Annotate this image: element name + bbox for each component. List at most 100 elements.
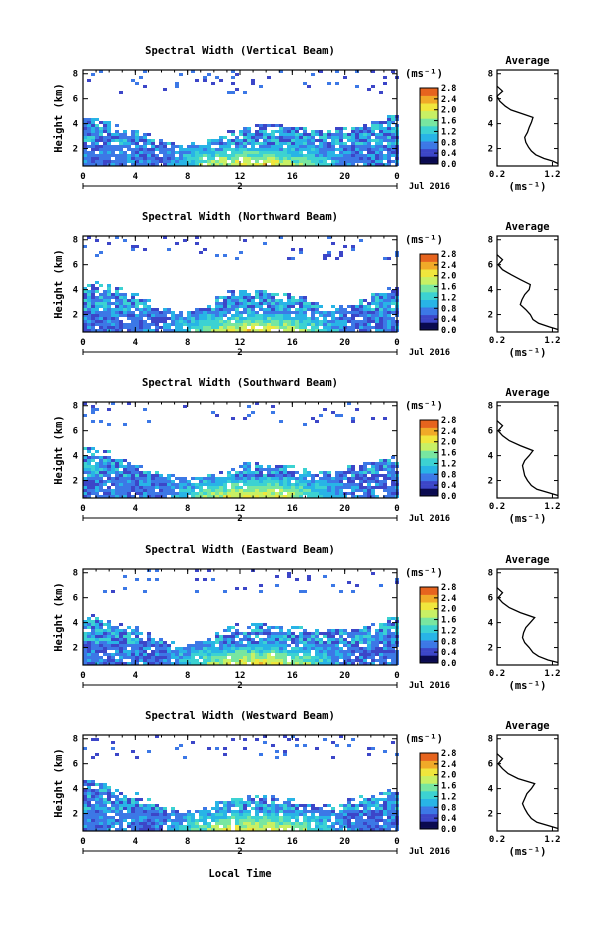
heatmap-cell [383,656,387,659]
heatmap-cell [215,638,219,641]
heatmap-cell [215,801,219,804]
heatmap-cell [279,819,283,822]
heatmap-cell [263,160,267,163]
y-tick-label: 8 [73,70,78,80]
heatmap-cell [259,486,263,489]
heatmap-cell [243,825,247,828]
heatmap-cell [271,320,275,323]
heatmap-cell [287,474,291,477]
heatmap-cell [371,825,375,828]
heatmap-cell [131,323,135,326]
heatmap-cell [391,145,395,148]
colorbar-tick-label: 0.0 [441,659,456,669]
heatmap-cell [143,650,147,653]
heatmap-cell [139,825,143,828]
heatmap-cell [119,804,123,807]
heatmap-cell [95,254,99,257]
heatmap-cell [199,653,203,656]
heatmap-cell [371,810,375,813]
colorbar-segment [420,646,438,648]
heatmap-cell [375,293,379,296]
heatmap-cell [167,477,171,480]
heatmap-cell [263,296,267,299]
heatmap-cell [295,489,299,492]
heatmap-cell [91,121,95,124]
heatmap-cell [383,641,387,644]
heatmap-cell [263,323,267,326]
heatmap-cell [151,650,155,653]
heatmap-cell [347,139,351,142]
heatmap-cell [387,792,391,795]
heatmap-cell [311,317,315,320]
heatmap-cell [267,314,271,317]
heatmap-cell [255,471,259,474]
heatmap-cell [167,480,171,483]
heatmap-cell [327,130,331,133]
heatmap-cell [127,299,131,302]
heatmap-cell [95,810,99,813]
heatmap-cell [311,644,315,647]
heatmap-cell [255,641,259,644]
heatmap-cell [367,142,371,145]
heatmap-cell [275,825,279,828]
heatmap-cell [151,154,155,157]
heatmap-cell [387,465,391,468]
heatmap-cell [151,317,155,320]
heatmap-cell [291,465,295,468]
heatmap-cell [215,747,219,750]
colorbar-segment [420,589,438,591]
heatmap-cell [327,154,331,157]
heatmap-cell [231,738,235,741]
heatmap-cell [107,474,111,477]
heatmap-cell [311,133,315,136]
heatmap-cell [383,417,387,420]
heatmap-cell [387,492,391,495]
heatmap-cell [343,819,347,822]
heatmap-cell [195,317,199,320]
heatmap-cell [379,798,383,801]
heatmap-cell [391,801,395,804]
heatmap-cell [251,326,255,329]
heatmap-cell [375,462,379,465]
heatmap-cell [251,825,255,828]
heatmap-cell [319,314,323,317]
heatmap-cell [135,465,139,468]
heatmap-cell [175,810,179,813]
heatmap-cell [219,320,223,323]
heatmap-cell [235,154,239,157]
heatmap-cell [343,810,347,813]
y-tick-label: 4 [73,286,79,296]
heatmap-cell [379,804,383,807]
heatmap-cell [271,807,275,810]
heatmap-cell [103,311,107,314]
heatmap-cell [343,148,347,151]
heatmap-cell [183,480,187,483]
profile-title: Average [505,554,549,566]
heatmap-cell [195,650,199,653]
heatmap-cell [235,320,239,323]
heatmap-cell [103,136,107,139]
heatmap-cell [383,647,387,650]
heatmap-cell [311,813,315,816]
heatmap-cell [223,656,227,659]
heatmap-cell [139,813,143,816]
heatmap-cell [139,653,143,656]
heatmap-cell [355,133,359,136]
heatmap-cell [383,650,387,653]
heatmap-cell [235,474,239,477]
heatmap-cell [155,474,159,477]
heatmap-cell [279,644,283,647]
heatmap-cell [231,151,235,154]
heatmap-cell [255,293,259,296]
heatmap-cell [87,326,91,329]
heatmap-cell [315,130,319,133]
heatmap-cell [239,474,243,477]
heatmap-cell [143,157,147,160]
heatmap-cell [363,323,367,326]
heatmap-cell [275,632,279,635]
heatmap-cell [287,813,291,816]
heatmap-cell [311,483,315,486]
heatmap-cell [163,308,167,311]
heatmap-cell [203,822,207,825]
heatmap-cell [107,284,111,287]
